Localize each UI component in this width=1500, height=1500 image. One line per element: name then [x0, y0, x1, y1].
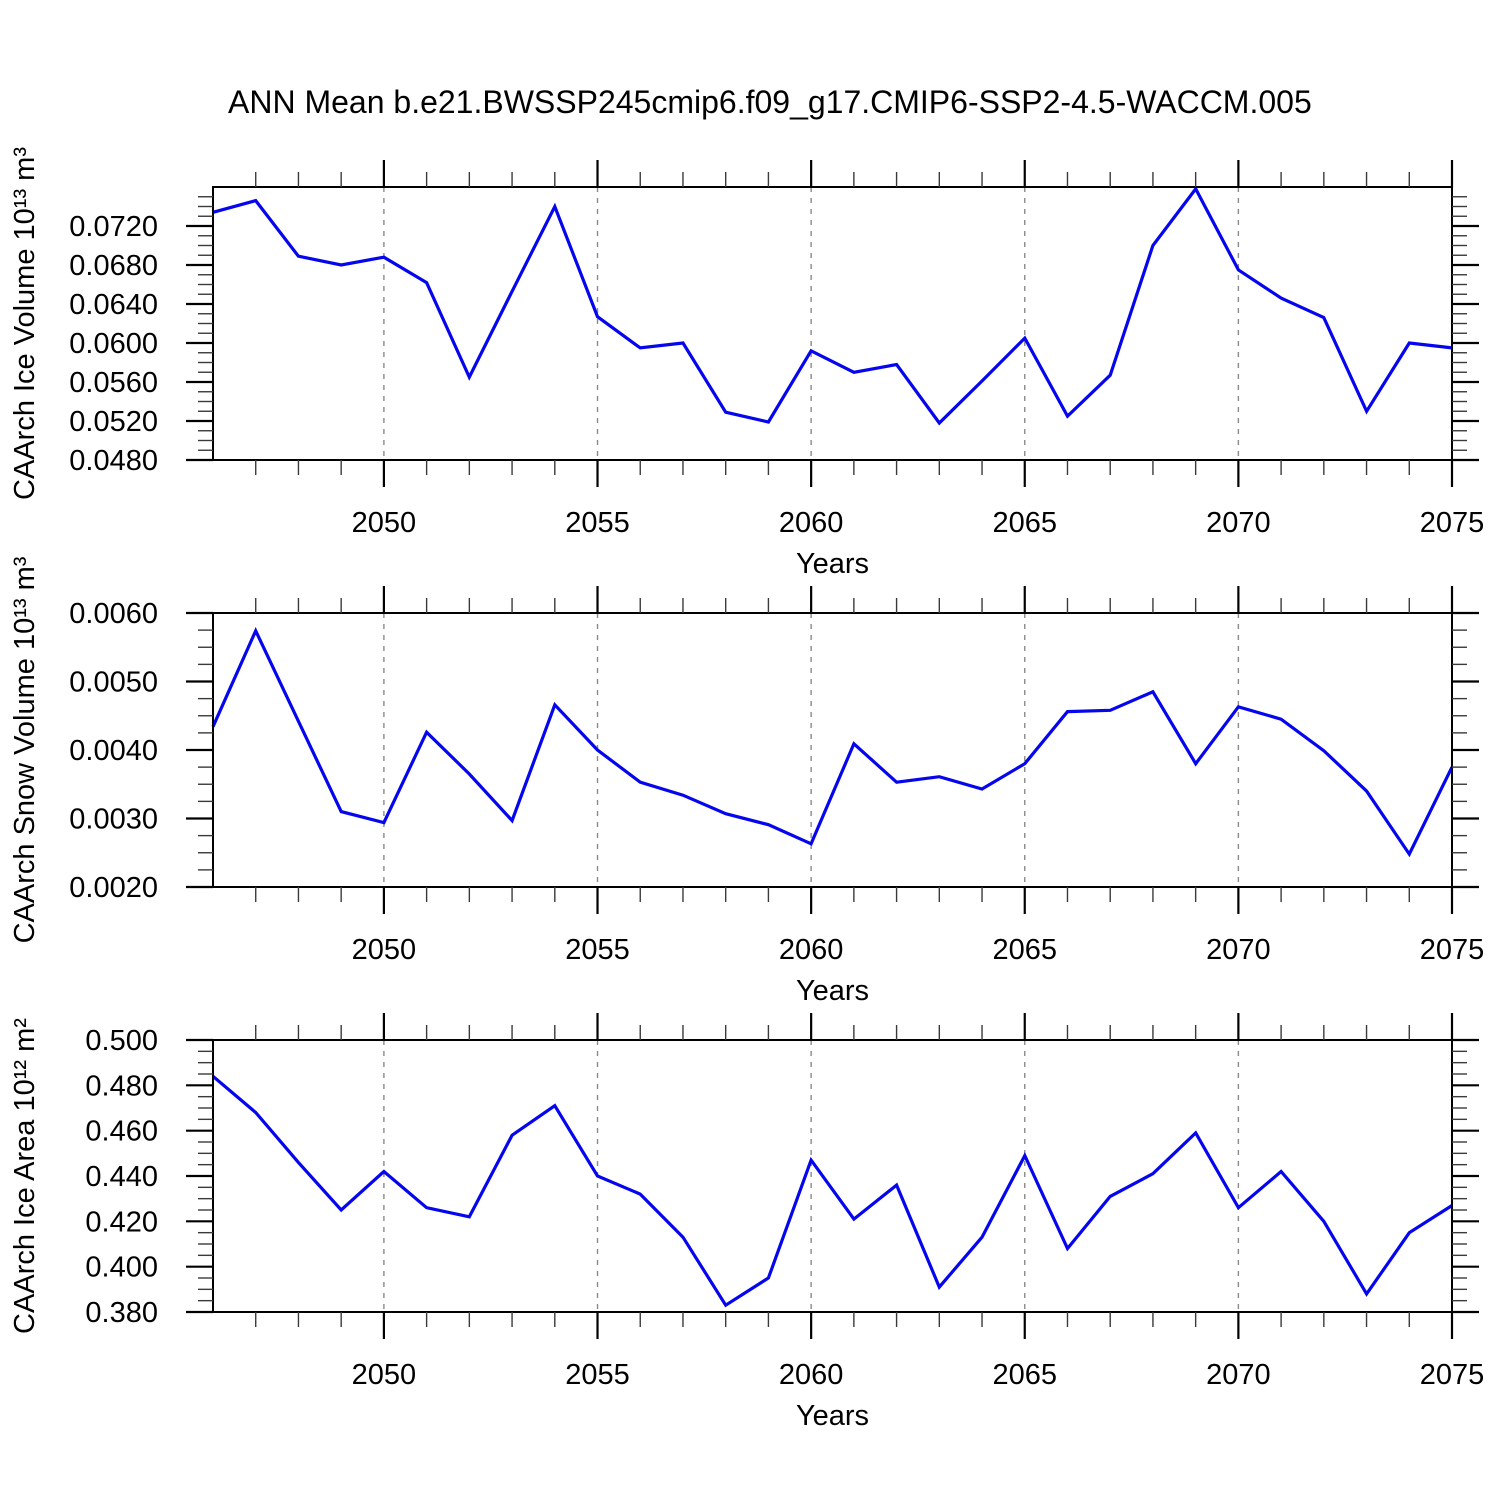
y-tick-label: 0.0040 — [69, 735, 158, 767]
x-tick-label-2060: 2060 — [779, 507, 844, 539]
caarch-snow-volume-panel: 2050 2055 2060 2065 2070 2075 0.0020 0.0030 0.00… — [9, 556, 1484, 1007]
caarch-ice-area-panel: 2050 2055 2060 2065 2070 2075 0.380 0.400 0.420 0… — [9, 1013, 1484, 1432]
y-tick-label: 0.0520 — [69, 406, 158, 438]
y-tick-label: 0.0600 — [69, 328, 158, 360]
y-tick-label: 0.0680 — [69, 250, 158, 282]
y-tick-label: 0.0020 — [69, 872, 158, 904]
y-tick-label: 0.440 — [85, 1161, 158, 1193]
x-tick-label-2070: 2070 — [1206, 1359, 1271, 1391]
x-tick-label-2050: 2050 — [352, 934, 417, 966]
x-tick-label-2060: 2060 — [779, 1359, 844, 1391]
y-tick-label: 0.480 — [85, 1070, 158, 1102]
x-tick-label-2070: 2070 — [1206, 934, 1271, 966]
caarch-ice-area-line — [211, 1075, 1453, 1308]
y-tick-label: 0.460 — [85, 1116, 158, 1148]
x-axis-title: Years — [796, 548, 869, 580]
y-tick-label: 0.400 — [85, 1252, 158, 1284]
y-tick-label: 0.0560 — [69, 367, 158, 399]
x-tick-label-2055: 2055 — [565, 507, 630, 539]
figure-title: ANN Mean b.e21.BWSSP245cmip6.f09_g17.CMI… — [228, 84, 1312, 120]
x-tick-label-2065: 2065 — [993, 1359, 1058, 1391]
y-axis-title: CAArch Snow Volume 10¹³ m³ — [9, 556, 41, 943]
x-tick-label-2065: 2065 — [993, 934, 1058, 966]
y-tick-label: 0.0050 — [69, 667, 158, 699]
y-tick-label: 0.0030 — [69, 804, 158, 836]
caarch-ice-volume-line — [212, 185, 1453, 426]
x-tick-label-2050: 2050 — [352, 1359, 417, 1391]
caarch-ice-volume-panel: 2050 2055 2060 2065 2070 2075 0.0480 0.0520 0.05… — [9, 147, 1484, 580]
x-tick-label-2055: 2055 — [565, 1359, 630, 1391]
y-tick-label: 0.0720 — [69, 211, 158, 243]
x-axis-title: Years — [796, 1400, 869, 1432]
y-tick-label: 0.0060 — [69, 598, 158, 630]
plot-frame — [212, 612, 1453, 888]
plot-frame — [212, 186, 1453, 461]
y-tick-label: 0.0480 — [69, 445, 158, 477]
plot-frame — [212, 1039, 1453, 1313]
y-tick-label: 0.500 — [85, 1025, 158, 1057]
caarch-snow-volume-line — [211, 626, 1454, 858]
y-tick-label: 0.380 — [85, 1297, 158, 1329]
x-tick-label-2065: 2065 — [993, 507, 1058, 539]
x-tick-label-2050: 2050 — [352, 507, 417, 539]
x-tick-label-2055: 2055 — [565, 934, 630, 966]
x-tick-label-2075: 2075 — [1420, 507, 1485, 539]
x-tick-label-2075: 2075 — [1420, 934, 1485, 966]
y-axis-title: CAArch Ice Area 10¹² m² — [9, 1018, 41, 1334]
x-tick-label-2070: 2070 — [1206, 507, 1271, 539]
y-tick-label: 0.420 — [85, 1206, 158, 1238]
x-tick-label-2060: 2060 — [779, 934, 844, 966]
y-axis-title: CAArch Ice Volume 10¹³ m³ — [9, 147, 41, 500]
x-axis-title: Years — [796, 975, 869, 1007]
x-tick-label-2075: 2075 — [1420, 1359, 1485, 1391]
y-tick-label: 0.0640 — [69, 289, 158, 321]
